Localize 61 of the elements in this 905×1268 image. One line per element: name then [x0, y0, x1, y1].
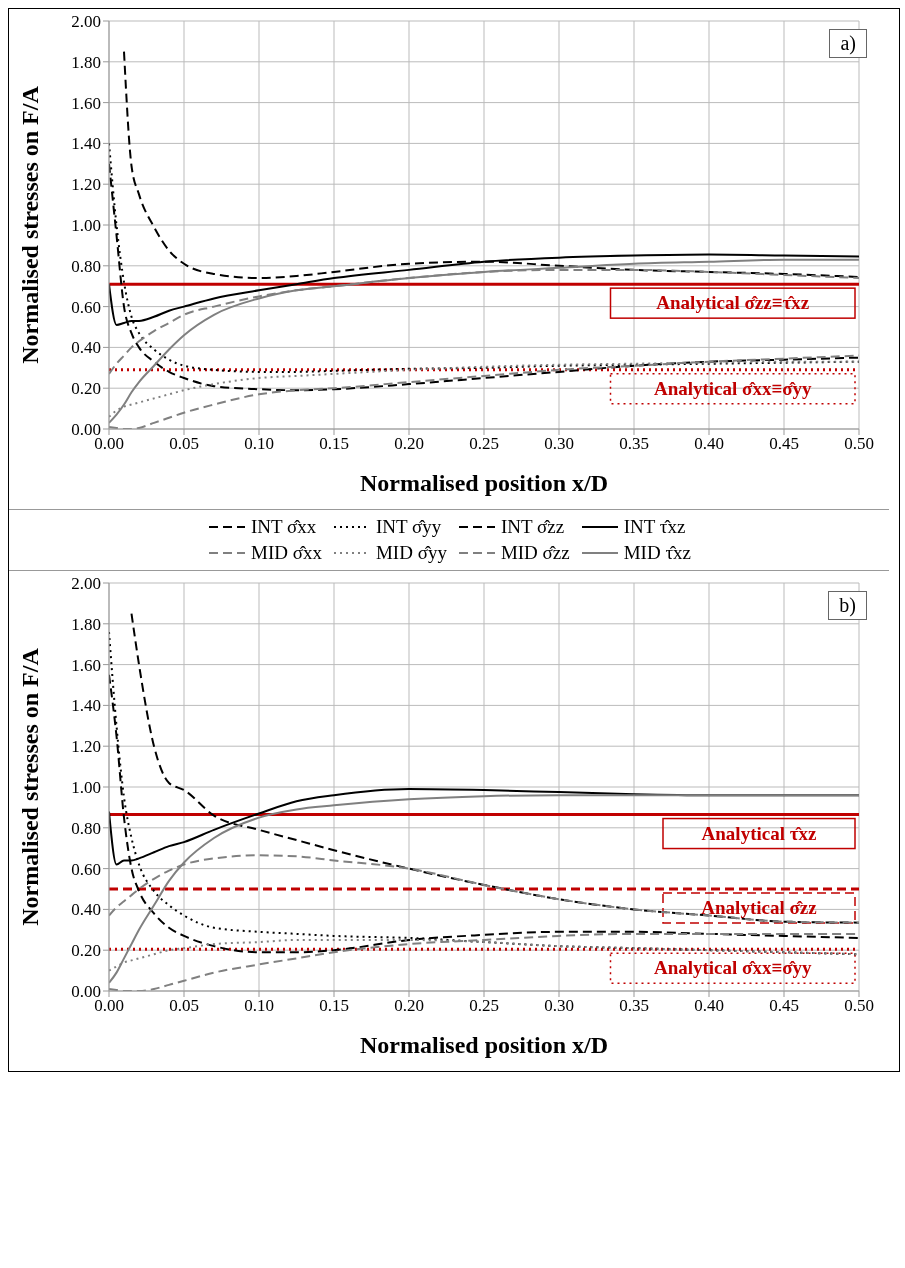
y-tick-label: 2.00	[71, 12, 101, 32]
y-tick-label: 1.40	[71, 134, 101, 154]
x-tick-label: 0.35	[619, 996, 649, 1016]
legend-label: INT τ̂xz	[623, 516, 686, 538]
x-axis-title: Normalised position x/D	[359, 470, 609, 496]
x-tick-label: 0.30	[544, 434, 574, 454]
y-tick-label: 1.60	[71, 655, 101, 675]
y-tick-label: 1.20	[71, 175, 101, 195]
y-tick-label: 0.20	[71, 941, 101, 961]
y-tick-label: 1.00	[71, 778, 101, 798]
y-tick-label: 1.80	[71, 614, 101, 634]
x-tick-label: 0.30	[544, 996, 574, 1016]
legend-label: MID τ̂xz	[623, 542, 691, 564]
legend-label: MID σ̂zz	[500, 542, 570, 564]
x-tick-label: 0.15	[319, 434, 349, 454]
x-tick-label: 0.50	[844, 996, 874, 1016]
y-tick-label: 0.20	[71, 379, 101, 399]
x-tick-label: 0.35	[619, 434, 649, 454]
y-tick-label: 1.60	[71, 93, 101, 113]
x-axis-title: Normalised position x/D	[359, 1032, 609, 1058]
x-tick-label: 0.25	[469, 996, 499, 1016]
ref-line-label: Analytical σ̂xx≡σ̂yy	[653, 377, 813, 399]
x-tick-label: 0.40	[694, 996, 724, 1016]
x-tick-label: 0.45	[769, 434, 799, 454]
legend-label: INT σ̂xx	[251, 516, 317, 538]
legend-label: MID σ̂yy	[375, 542, 447, 564]
y-tick-label: 0.80	[71, 818, 101, 838]
ref-line-label: Analytical σ̂xx≡σ̂yy	[653, 957, 813, 979]
ref-line-label: Analytical σ̂zz	[701, 897, 818, 918]
y-tick-label: 1.00	[71, 216, 101, 236]
annotation: b)	[828, 591, 867, 620]
x-tick-label: 0.45	[769, 996, 799, 1016]
y-tick-label: 0.80	[71, 256, 101, 276]
y-tick-label: 1.20	[71, 737, 101, 757]
ref-line-label: Analytical τ̂xz	[701, 822, 817, 844]
legend-label: INT σ̂yy	[375, 516, 442, 538]
y-tick-label: 1.80	[71, 52, 101, 72]
y-tick-label: 0.40	[71, 338, 101, 358]
ref-line-label: Analytical σ̂zz≡τ̂xz	[656, 292, 810, 314]
x-tick-label: 0.25	[469, 434, 499, 454]
x-tick-label: 0.00	[94, 996, 124, 1016]
x-tick-label: 0.10	[244, 434, 274, 454]
legend-label: MID σ̂xx	[251, 542, 322, 564]
y-axis-title: Normalised stresses on F/A	[16, 647, 43, 926]
y-tick-label: 0.60	[71, 859, 101, 879]
x-tick-label: 0.05	[169, 434, 199, 454]
y-tick-label: 0.40	[71, 900, 101, 920]
annotation: a)	[829, 29, 867, 58]
x-tick-label: 0.40	[694, 434, 724, 454]
y-tick-label: 0.60	[71, 297, 101, 317]
x-tick-label: 0.10	[244, 996, 274, 1016]
x-tick-label: 0.05	[169, 996, 199, 1016]
x-tick-label: 0.20	[394, 434, 424, 454]
y-tick-label: 1.40	[71, 696, 101, 716]
y-axis-title: Normalised stresses on F/A	[16, 85, 43, 364]
legend-label: INT σ̂zz	[500, 516, 565, 538]
x-tick-label: 0.15	[319, 996, 349, 1016]
x-tick-label: 0.00	[94, 434, 124, 454]
y-tick-label: 2.00	[71, 574, 101, 594]
x-tick-label: 0.20	[394, 996, 424, 1016]
x-tick-label: 0.50	[844, 434, 874, 454]
